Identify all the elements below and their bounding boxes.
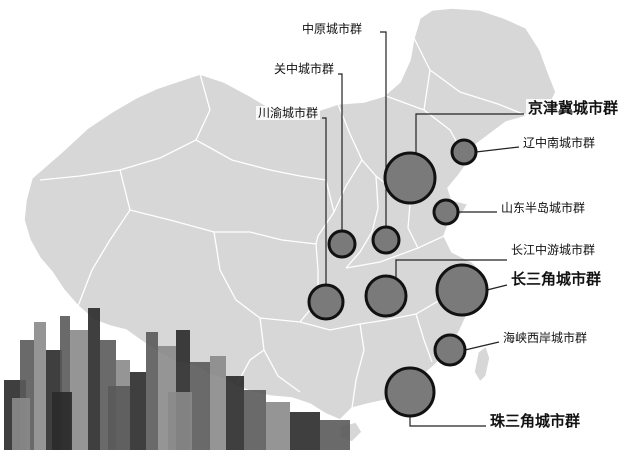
leader-lines — [322, 31, 524, 427]
cluster-circle-shandong — [432, 198, 460, 226]
leader-line-liaozhongnan — [475, 146, 520, 153]
leader-line-changjiang — [395, 259, 507, 278]
skyline-building — [130, 372, 146, 450]
label-zhusanjiao-cluster: 珠三角城市群 — [488, 412, 583, 430]
leader-line-zhongyuan — [380, 31, 387, 227]
cluster-circle-jingjinji — [383, 151, 437, 205]
skyline-building — [88, 308, 100, 450]
label-changsanjiao-cluster: 长三角城市群 — [509, 270, 604, 288]
cluster-circle-zhusanjiao — [384, 366, 436, 418]
city-skyline-decoration — [4, 308, 350, 450]
province-borders — [39, 37, 529, 409]
label-shandong-cluster: 山东半岛城市群 — [499, 201, 588, 215]
label-haixia-cluster: 海峡西岸城市群 — [501, 331, 590, 345]
skyline-building — [290, 412, 320, 450]
skyline-building — [168, 392, 192, 450]
label-guanzhong-cluster: 关中城市群 — [272, 62, 337, 76]
cluster-circles — [307, 138, 489, 418]
leader-line-haixia — [464, 341, 500, 351]
label-jingjinji-cluster: 京津冀城市群 — [526, 99, 621, 117]
leader-line-changsanjiao — [486, 284, 508, 291]
leader-line-jingjinji — [415, 113, 524, 154]
skyline-building — [70, 330, 88, 450]
skyline-building — [12, 398, 30, 450]
cluster-circle-haixia — [433, 333, 467, 367]
skyline-building — [146, 332, 158, 450]
skyline-building — [190, 362, 210, 450]
cluster-circle-changsanjiao — [435, 263, 489, 317]
cluster-circle-liaozhongnan — [450, 138, 478, 166]
skyline-building — [226, 376, 244, 450]
skyline-building — [244, 390, 266, 450]
skyline-building — [210, 356, 226, 450]
skyline-building — [108, 386, 130, 450]
label-chengyu-cluster: 川渝城市群 — [256, 106, 321, 120]
label-zhongyuan-cluster: 中原城市群 — [300, 22, 365, 36]
skyline-building — [266, 402, 290, 450]
leader-line-guanzhong — [338, 73, 343, 231]
cluster-circle-changjiang — [364, 274, 408, 318]
label-changjiang-cluster: 长江中游城市群 — [509, 243, 598, 257]
label-liaozhongnan-cluster: 辽中南城市群 — [521, 136, 598, 150]
taiwan-island — [473, 344, 491, 384]
skyline-building — [34, 322, 46, 450]
skyline-building — [52, 392, 72, 450]
cluster-circle-chengyu — [307, 283, 345, 321]
skyline-building — [60, 316, 70, 450]
skyline-building — [320, 420, 350, 450]
cluster-circle-guanzhong — [327, 229, 357, 259]
leader-line-chengyu — [322, 117, 327, 285]
cluster-circle-zhongyuan — [371, 225, 401, 255]
leader-line-zhusanjiao — [409, 416, 486, 427]
